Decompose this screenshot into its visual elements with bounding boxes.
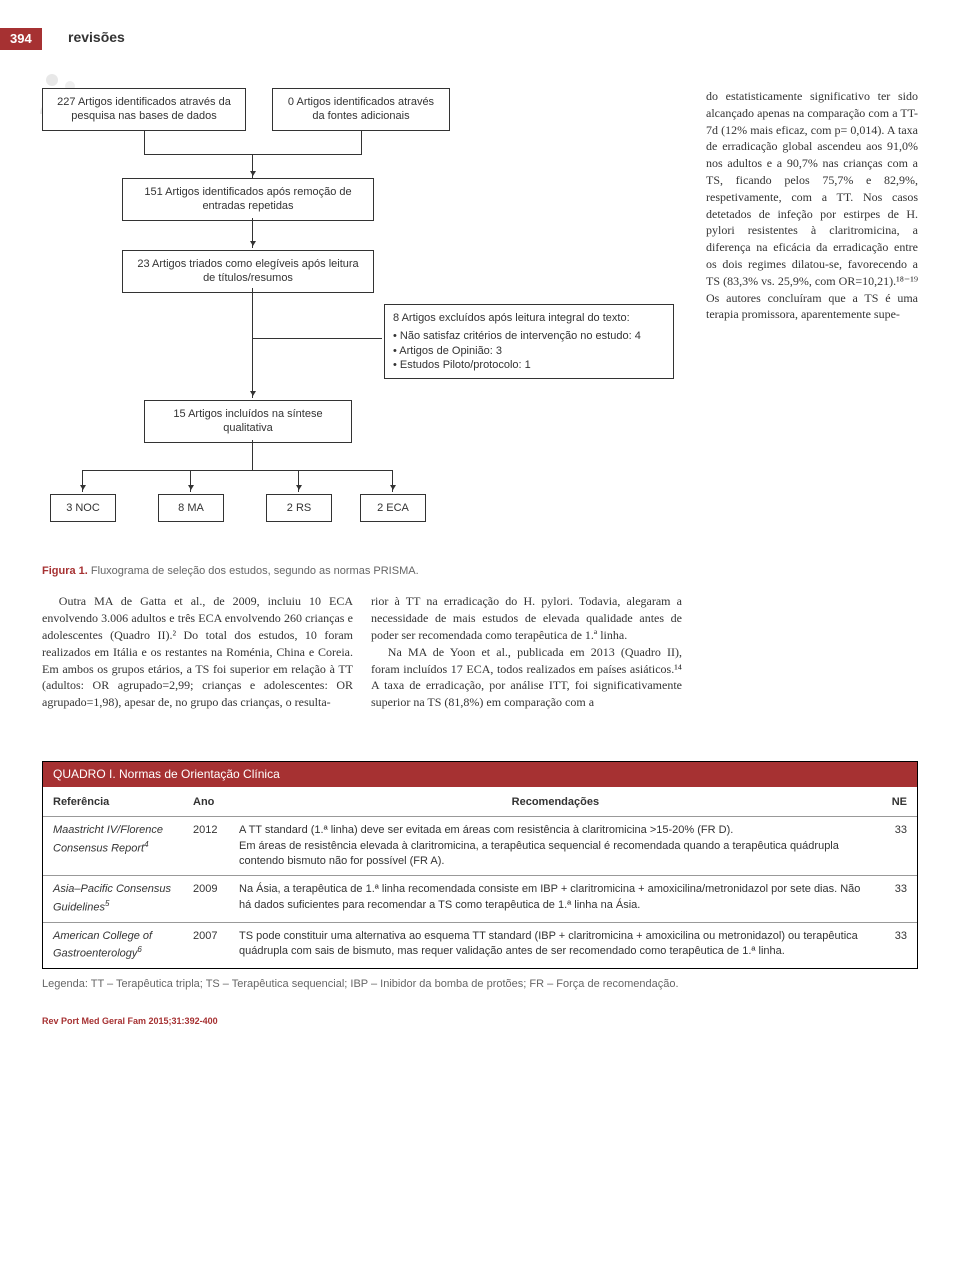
table-quadro-1: QUADRO I. Normas de Orientação Clínica R… [42, 761, 918, 969]
journal-footer: Rev Port Med Geral Fam 2015;31:392-400 [42, 1015, 960, 1028]
table-title: QUADRO I. Normas de Orientação Clínica [43, 762, 917, 787]
flow-box-identified-other: 0 Artigos identificados através da fonte… [272, 88, 450, 131]
table-row: American College of Gastroenterology6 20… [43, 922, 917, 968]
cell-ref-sup: 5 [105, 899, 109, 908]
excluded-title: 8 Artigos excluídos após leitura integra… [393, 311, 665, 325]
cell-year: 2007 [183, 922, 229, 968]
cell-ref: Asia–Pacific Consensus Guidelines [53, 883, 171, 913]
flow-box-after-dedup: 151 Artigos identificados após remoção d… [122, 178, 374, 221]
cell-ne: 33 [882, 922, 917, 968]
flow-box-excluded: 8 Artigos excluídos após leitura integra… [384, 304, 674, 379]
cell-ne: 33 [882, 876, 917, 922]
figure-caption-text: Fluxograma de seleção dos estudos, segun… [88, 565, 419, 577]
figure-caption: Figura 1. Fluxograma de seleção dos estu… [42, 564, 682, 579]
prisma-flowchart: 227 Artigos identificados através da pes… [42, 88, 682, 558]
right-column-text: do estatisticamente significativo ter si… [706, 88, 918, 711]
flow-box-screened: 23 Artigos triados como elegíveis após l… [122, 250, 374, 293]
body-para-left: Outra MA de Gatta et al., de 2009, inclu… [42, 593, 353, 711]
table-col-ref: Referência [43, 787, 183, 817]
cell-rec: Na Ásia, a terapêutica de 1.ª linha reco… [229, 876, 882, 922]
table-col-ne: NE [882, 787, 917, 817]
body-para-right-2: Na MA de Yoon et al., publicada em 2013 … [371, 644, 682, 711]
cell-ref-sup: 4 [144, 840, 148, 849]
table-row: Maastricht IV/Florence Consensus Report4… [43, 817, 917, 876]
flow-result-eca: 2 ECA [360, 494, 426, 522]
table-col-year: Ano [183, 787, 229, 817]
right-col-content: do estatisticamente significativo ter si… [706, 89, 918, 321]
cell-ref-sup: 6 [137, 945, 141, 954]
flow-box-identified-db: 227 Artigos identificados através da pes… [42, 88, 246, 131]
flow-result-noc: 3 NOC [50, 494, 116, 522]
cell-rec: A TT standard (1.ª linha) deve ser evita… [229, 817, 882, 876]
figure-label: Figura 1. [42, 565, 88, 577]
table-col-rec: Recomendações [229, 787, 882, 817]
cell-rec: TS pode constituir uma alternativa ao es… [229, 922, 882, 968]
table-row: Asia–Pacific Consensus Guidelines5 2009 … [43, 876, 917, 922]
excluded-item: • Artigos de Opinião: 3 [393, 344, 665, 358]
cell-ne: 33 [882, 817, 917, 876]
body-para-right-cont: rior à TT na erradicação do H. pylori. T… [371, 593, 682, 643]
excluded-item: • Estudos Piloto/protocolo: 1 [393, 358, 665, 372]
cell-year: 2009 [183, 876, 229, 922]
excluded-item: • Não satisfaz critérios de intervenção … [393, 329, 665, 343]
cell-year: 2012 [183, 817, 229, 876]
flow-box-included: 15 Artigos incluídos na síntese qualitat… [144, 400, 352, 443]
flow-result-rs: 2 RS [266, 494, 332, 522]
table-legend: Legenda: TT – Terapêutica tripla; TS – T… [42, 977, 918, 992]
flow-result-ma: 8 MA [158, 494, 224, 522]
